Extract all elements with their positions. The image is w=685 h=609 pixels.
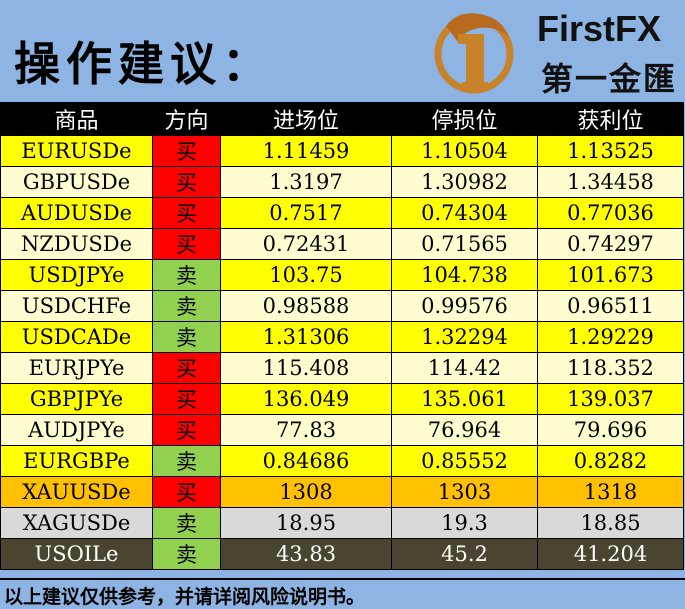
cell-symbol: USDJPYe: [0, 259, 153, 291]
cell-stop: 104.738: [391, 259, 538, 291]
table-row: EURGBPe 卖 0.84686 0.85552 0.8282: [0, 445, 684, 477]
cell-target: 18.85: [537, 507, 684, 539]
cell-stop: 19.3: [391, 507, 538, 539]
cell-symbol: AUDJPYe: [0, 414, 153, 446]
table-row: XAUUSDe 买 1308 1303 1318: [0, 476, 684, 508]
cell-direction: 买: [152, 197, 221, 229]
cell-target: 0.77036: [537, 197, 684, 229]
cell-stop: 114.42: [391, 352, 538, 384]
cell-entry: 0.98588: [220, 290, 392, 322]
cell-symbol: GBPJPYe: [0, 383, 153, 415]
table-row: AUDJPYe 买 77.83 76.964 79.696: [0, 414, 684, 446]
cell-entry: 0.84686: [220, 445, 392, 477]
cell-target: 0.8282: [537, 445, 684, 477]
table-row: USDCHFe 卖 0.98588 0.99576 0.96511: [0, 290, 684, 322]
cell-direction: 买: [152, 476, 221, 508]
cell-stop: 0.85552: [391, 445, 538, 477]
column-header-direction: 方向: [152, 102, 221, 136]
cell-symbol: USOILe: [0, 538, 153, 570]
disclaimer-text: 以上建议仅供参考，并请详阅风险说明书。: [4, 586, 366, 608]
cell-entry: 77.83: [220, 414, 392, 446]
cell-target: 79.696: [537, 414, 684, 446]
table-row: USDCADe 卖 1.31306 1.32294 1.29229: [0, 321, 684, 353]
table-row: AUDUSDe 买 0.7517 0.74304 0.77036: [0, 197, 684, 229]
column-header-entry: 进场位: [220, 102, 392, 136]
brand-name-cn: 第一金匯: [541, 60, 678, 98]
cell-target: 41.204: [537, 538, 684, 570]
cell-stop: 1303: [391, 476, 538, 508]
cell-stop: 45.2: [391, 538, 538, 570]
cell-symbol: EURGBPe: [0, 445, 153, 477]
cell-target: 1.29229: [537, 321, 684, 353]
cell-symbol: EURJPYe: [0, 352, 153, 384]
cell-direction: 买: [152, 228, 221, 260]
cell-stop: 76.964: [391, 414, 538, 446]
cell-symbol: NZDUSDe: [0, 228, 153, 260]
column-header-symbol: 商品: [0, 102, 153, 136]
cell-stop: 135.061: [391, 383, 538, 415]
cell-entry: 1308: [220, 476, 392, 508]
brand-name: FirstFX: [537, 8, 662, 49]
table-row: EURUSDe 买 1.11459 1.10504 1.13525: [0, 135, 684, 167]
cell-direction: 卖: [152, 538, 221, 570]
cell-entry: 0.7517: [220, 197, 392, 229]
page-title: 操作建议：: [14, 37, 274, 91]
cell-symbol: USDCHFe: [0, 290, 153, 322]
cell-symbol: XAGUSDe: [0, 507, 153, 539]
cell-symbol: AUDUSDe: [0, 197, 153, 229]
column-header-target: 获利位: [537, 102, 684, 136]
cell-target: 1.34458: [537, 166, 684, 198]
cell-direction: 卖: [152, 259, 221, 291]
cell-direction: 卖: [152, 445, 221, 477]
cell-entry: 136.049: [220, 383, 392, 415]
table-row: NZDUSDe 买 0.72431 0.71565 0.74297: [0, 228, 684, 260]
cell-direction: 卖: [152, 321, 221, 353]
cell-direction: 买: [152, 166, 221, 198]
cell-stop: 0.71565: [391, 228, 538, 260]
table-header-row: 商品 方向 进场位 停损位 获利位: [0, 102, 684, 136]
cell-entry: 1.31306: [220, 321, 392, 353]
cell-target: 0.74297: [537, 228, 684, 260]
cell-stop: 1.10504: [391, 135, 538, 167]
cell-target: 1.13525: [537, 135, 684, 167]
cell-symbol: XAUUSDe: [0, 476, 153, 508]
cell-stop: 0.99576: [391, 290, 538, 322]
cell-entry: 1.3197: [220, 166, 392, 198]
cell-target: 1318: [537, 476, 684, 508]
table-row: GBPUSDe 买 1.3197 1.30982 1.34458: [0, 166, 684, 198]
cell-entry: 103.75: [220, 259, 392, 291]
cell-entry: 1.11459: [220, 135, 392, 167]
table-row: USOILe 卖 43.83 45.2 41.204: [0, 538, 684, 570]
cell-entry: 0.72431: [220, 228, 392, 260]
cell-entry: 115.408: [220, 352, 392, 384]
cell-target: 118.352: [537, 352, 684, 384]
cell-direction: 卖: [152, 507, 221, 539]
cell-target: 139.037: [537, 383, 684, 415]
cell-symbol: GBPUSDe: [0, 166, 153, 198]
column-header-stop: 停损位: [391, 102, 538, 136]
header-banner: 操作建议： FirstFX 第一金匯: [0, 0, 685, 102]
cell-direction: 卖: [152, 290, 221, 322]
cell-direction: 买: [152, 135, 221, 167]
disclaimer-bar: 以上建议仅供参考，并请详阅风险说明书。: [0, 578, 685, 608]
table-row: GBPJPYe 买 136.049 135.061 139.037: [0, 383, 684, 415]
dragon-logo-icon: [434, 13, 514, 94]
cell-target: 0.96511: [537, 290, 684, 322]
table-row: XAGUSDe 卖 18.95 19.3 18.85: [0, 507, 684, 539]
cell-target: 101.673: [537, 259, 684, 291]
cell-symbol: EURUSDe: [0, 135, 153, 167]
cell-direction: 买: [152, 383, 221, 415]
cell-entry: 43.83: [220, 538, 392, 570]
cell-direction: 买: [152, 352, 221, 384]
cell-stop: 0.74304: [391, 197, 538, 229]
trade-suggestions-table: 商品 方向 进场位 停损位 获利位 EURUSDe 买 1.11459 1.10504…: [0, 102, 684, 570]
table-row: EURJPYe 买 115.408 114.42 118.352: [0, 352, 684, 384]
table-row: USDJPYe 卖 103.75 104.738 101.673: [0, 259, 684, 291]
cell-stop: 1.32294: [391, 321, 538, 353]
cell-stop: 1.30982: [391, 166, 538, 198]
cell-direction: 买: [152, 414, 221, 446]
cell-entry: 18.95: [220, 507, 392, 539]
cell-symbol: USDCADe: [0, 321, 153, 353]
